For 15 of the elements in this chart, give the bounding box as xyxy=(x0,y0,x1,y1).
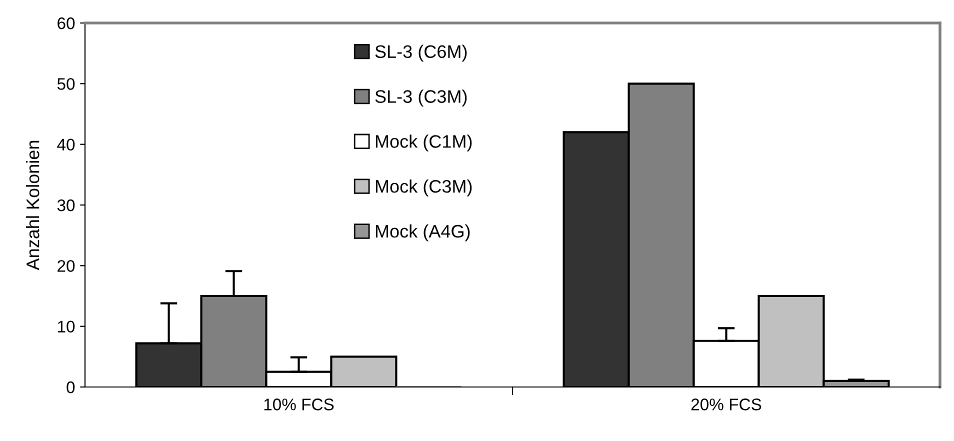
legend-label: SL-3 (C6M) xyxy=(375,44,467,62)
x-tick-label: 20% FCS xyxy=(691,398,762,410)
legend-label: SL-3 (C3M) xyxy=(375,90,467,106)
legend-label: Mock (C1M) xyxy=(376,134,472,152)
legend-label: Mock (C3M) xyxy=(376,180,472,196)
y-tick-label: 50 xyxy=(57,78,75,90)
y-axis-title: Anzahl Kolonien xyxy=(26,140,40,270)
y-tick-label: 10 xyxy=(58,320,75,333)
y-tick-label: 60 xyxy=(58,17,75,30)
y-tick-label: 40 xyxy=(57,138,75,151)
legend-label: Mock (A4G) xyxy=(376,224,470,242)
x-tick-label: 10% FCS xyxy=(264,398,334,410)
y-tick-label: 0 xyxy=(66,381,75,394)
y-tick-label: 20 xyxy=(58,260,75,272)
y-tick-label: 30 xyxy=(57,199,75,212)
